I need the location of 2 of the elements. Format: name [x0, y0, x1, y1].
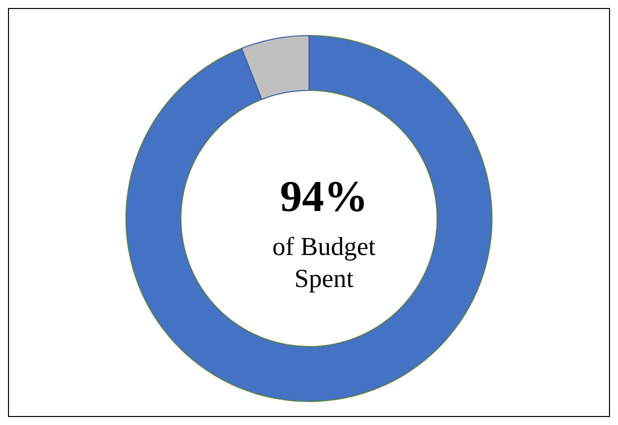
text: of Budget Spent: [271, 231, 377, 295]
text: 94%: [279, 171, 369, 223]
